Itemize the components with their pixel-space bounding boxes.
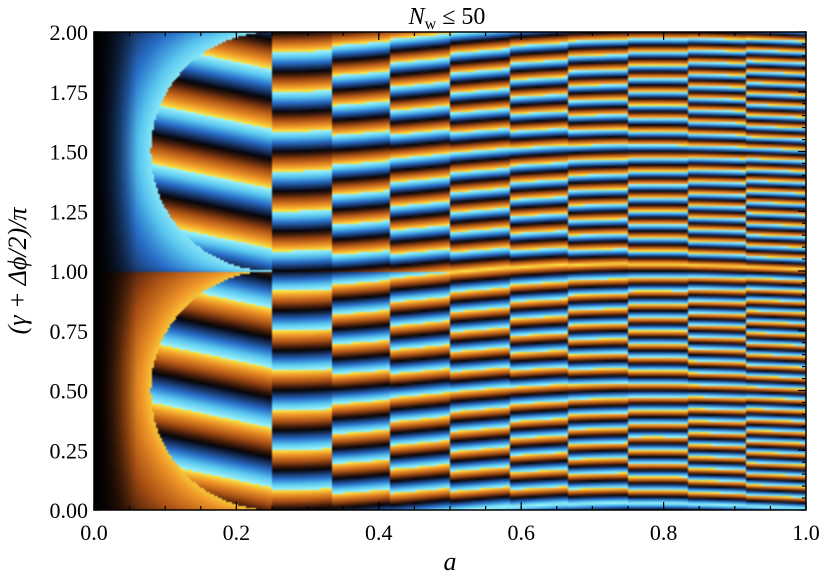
x-tick-label: 0.4: [365, 520, 393, 545]
y-tick-label: 1.25: [50, 199, 89, 224]
chart-title: Nw ≤ 50: [408, 4, 486, 33]
y-tick-label: 2.00: [50, 20, 89, 45]
y-tick-label: 0.50: [50, 379, 89, 404]
x-tick-label: 1.0: [792, 520, 820, 545]
y-tick-label: 0.75: [50, 319, 89, 344]
y-axis-label: (γ + Δϕ/2)/π: [3, 207, 32, 335]
y-tick-label: 0.00: [50, 498, 89, 523]
y-tick-label: 1.75: [50, 80, 89, 105]
x-tick-label: 0.8: [650, 520, 678, 545]
x-tick-label: 0.6: [507, 520, 535, 545]
axis-ticks: 0.0 0.2 0.4 0.6 0.8 1.0 0.00 0.25 0.50 0.75 1.00 1.…: [50, 20, 820, 545]
y-tick-label: 1.50: [50, 140, 89, 165]
x-axis-label: a: [444, 547, 457, 576]
y-tick-label: 0.25: [50, 438, 89, 463]
heatmap-area: [94, 32, 806, 510]
x-tick-label: 0.0: [80, 520, 108, 545]
heatmap-image: [94, 32, 806, 510]
y-tick-label: 1.00: [50, 259, 89, 284]
x-tick-label: 0.2: [223, 520, 251, 545]
